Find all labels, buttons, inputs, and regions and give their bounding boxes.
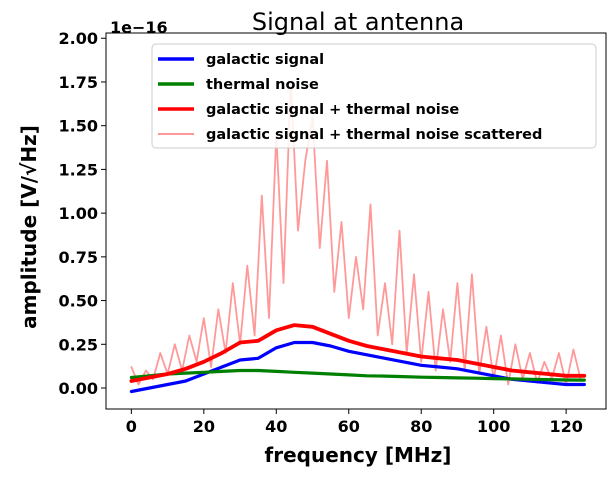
x-tick-label: 120 <box>549 417 582 436</box>
y-tick-label: 1.50 <box>59 117 98 136</box>
legend-label: galactic signal + thermal noise <box>206 102 459 118</box>
axes-frame <box>105 32 607 410</box>
x-tick-label: 80 <box>410 417 432 436</box>
series-line-1 <box>129 368 586 382</box>
series-line-2 <box>129 323 587 383</box>
legend: galactic signal thermal noise galactic sig… <box>151 43 597 149</box>
y-tick-label: 0.25 <box>59 335 98 354</box>
legend-label: galactic signal <box>206 52 324 68</box>
y-axis-label: amplitude [V/√Hz] <box>17 125 41 329</box>
x-tick-label: 60 <box>338 417 360 436</box>
legend-box <box>151 43 597 149</box>
x-tick-label: 40 <box>265 417 287 436</box>
y-scale-label: 1e−16 <box>110 18 168 37</box>
x-tick-label: 100 <box>477 417 510 436</box>
y-tick-label: 0.50 <box>59 292 98 311</box>
plot-area: 0 20 40 60 80 100 120 0.00 0.25 0.50 0.75 1.00 1.25 1… <box>59 29 607 436</box>
x-axis-label: frequency [MHz] <box>265 443 452 467</box>
legend-label: thermal noise <box>206 77 319 93</box>
y-tick-label: 1.75 <box>59 73 98 92</box>
y-tick-label: 1.00 <box>59 204 98 223</box>
y-tick-label: 0.00 <box>59 379 98 398</box>
y-tick-label: 1.25 <box>59 160 98 179</box>
y-tick-label: 2.00 <box>59 29 98 48</box>
x-tick-label: 20 <box>193 417 215 436</box>
legend-label: galactic signal + thermal noise scattere… <box>206 127 542 143</box>
y-tick-label: 0.75 <box>59 248 98 267</box>
x-tick-label: 0 <box>126 417 137 436</box>
chart-title: Signal at antenna <box>252 8 464 36</box>
